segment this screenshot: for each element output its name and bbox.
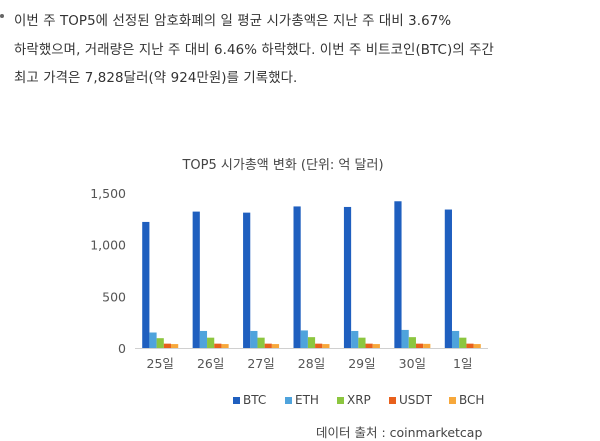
- bar-btc: [142, 221, 150, 348]
- bar-usdt: [315, 343, 323, 348]
- legend-label: XRP: [347, 393, 371, 407]
- bar-btc: [243, 212, 251, 348]
- x-tick-label: 28일: [298, 356, 325, 371]
- bar-btc: [343, 206, 352, 348]
- bar-xrp: [257, 337, 265, 348]
- bar-bch: [473, 344, 481, 348]
- bar-bch: [372, 344, 380, 348]
- bar-eth: [199, 330, 208, 348]
- legend-label: BCH: [459, 393, 484, 407]
- bar-xrp: [408, 337, 416, 348]
- bar-btc: [192, 211, 200, 348]
- x-tick-label: 25일: [147, 356, 174, 371]
- legend-swatch: [233, 397, 240, 404]
- bar-xrp: [358, 337, 366, 348]
- bar-usdt: [415, 343, 424, 348]
- bar-xrp: [307, 337, 316, 348]
- bar-xrp: [207, 337, 215, 348]
- bar-eth: [149, 332, 157, 348]
- data-source: 데이터 출처 : coinmarketcap: [316, 425, 483, 440]
- paragraph-line-2: 하락했으며, 거래량은 지난 주 대비 6.46% 하락했다. 이번 주 비트코…: [14, 42, 494, 58]
- bar-btc: [293, 206, 301, 348]
- bar-btc: [394, 201, 402, 348]
- bar-usdt: [264, 343, 272, 348]
- bar-eth: [250, 330, 258, 348]
- bullet-icon: [0, 14, 4, 18]
- legend-label: BTC: [243, 393, 266, 407]
- x-tick-label: 29일: [348, 356, 375, 371]
- bar-usdt: [365, 343, 373, 348]
- y-tick-label: 500: [102, 289, 126, 304]
- bar-usdt: [466, 343, 474, 348]
- legend-swatch: [389, 397, 396, 404]
- bar-bch: [423, 343, 431, 348]
- bar-eth: [300, 330, 308, 348]
- paragraph-line-3: 최고 가격은 7,828달러(약 924만원)를 기록했다.: [14, 71, 298, 86]
- x-tick-label: 26일: [197, 356, 224, 371]
- bar-bch: [221, 344, 229, 348]
- bar-bch: [322, 344, 330, 348]
- bar-btc: [444, 209, 452, 348]
- bar-eth: [401, 329, 409, 348]
- y-tick-label: 1,000: [90, 238, 126, 253]
- chart-title: TOP5 시가총액 변화 (단위: 억 달러): [181, 158, 383, 173]
- legend-swatch: [337, 397, 344, 404]
- bar-xrp: [459, 337, 467, 348]
- x-tick-label: 27일: [247, 356, 274, 371]
- legend-label: USDT: [399, 393, 433, 407]
- paragraph: 이번 주 TOP5에 선정된 암호화폐의 일 평균 시가총액은 지난 주 대비 …: [14, 8, 590, 94]
- bar-xrp: [156, 338, 164, 348]
- legend-swatch: [449, 397, 456, 404]
- chart-legend: BTC ETH XRP USDT BCH: [233, 393, 484, 407]
- bar-eth: [451, 330, 460, 348]
- x-tick-label: 30일: [399, 356, 426, 371]
- bar-usdt: [163, 343, 172, 348]
- y-tick-label: 0: [118, 341, 126, 356]
- bar-usdt: [214, 343, 222, 348]
- legend-swatch: [285, 397, 292, 404]
- plot-area: 0 500 1,000 1,500 25일 26일 27일 28일 29일 30일 1일: [90, 186, 488, 371]
- y-tick-label: 1,500: [90, 186, 126, 201]
- paragraph-line-1: 이번 주 TOP5에 선정된 암호화폐의 일 평균 시가총액은 지난 주 대비 …: [14, 14, 452, 29]
- bar-bch: [271, 344, 280, 348]
- x-tick-label: 1일: [453, 356, 472, 371]
- bar-eth: [351, 330, 359, 348]
- legend-label: ETH: [295, 393, 319, 407]
- bar-bch: [171, 344, 179, 348]
